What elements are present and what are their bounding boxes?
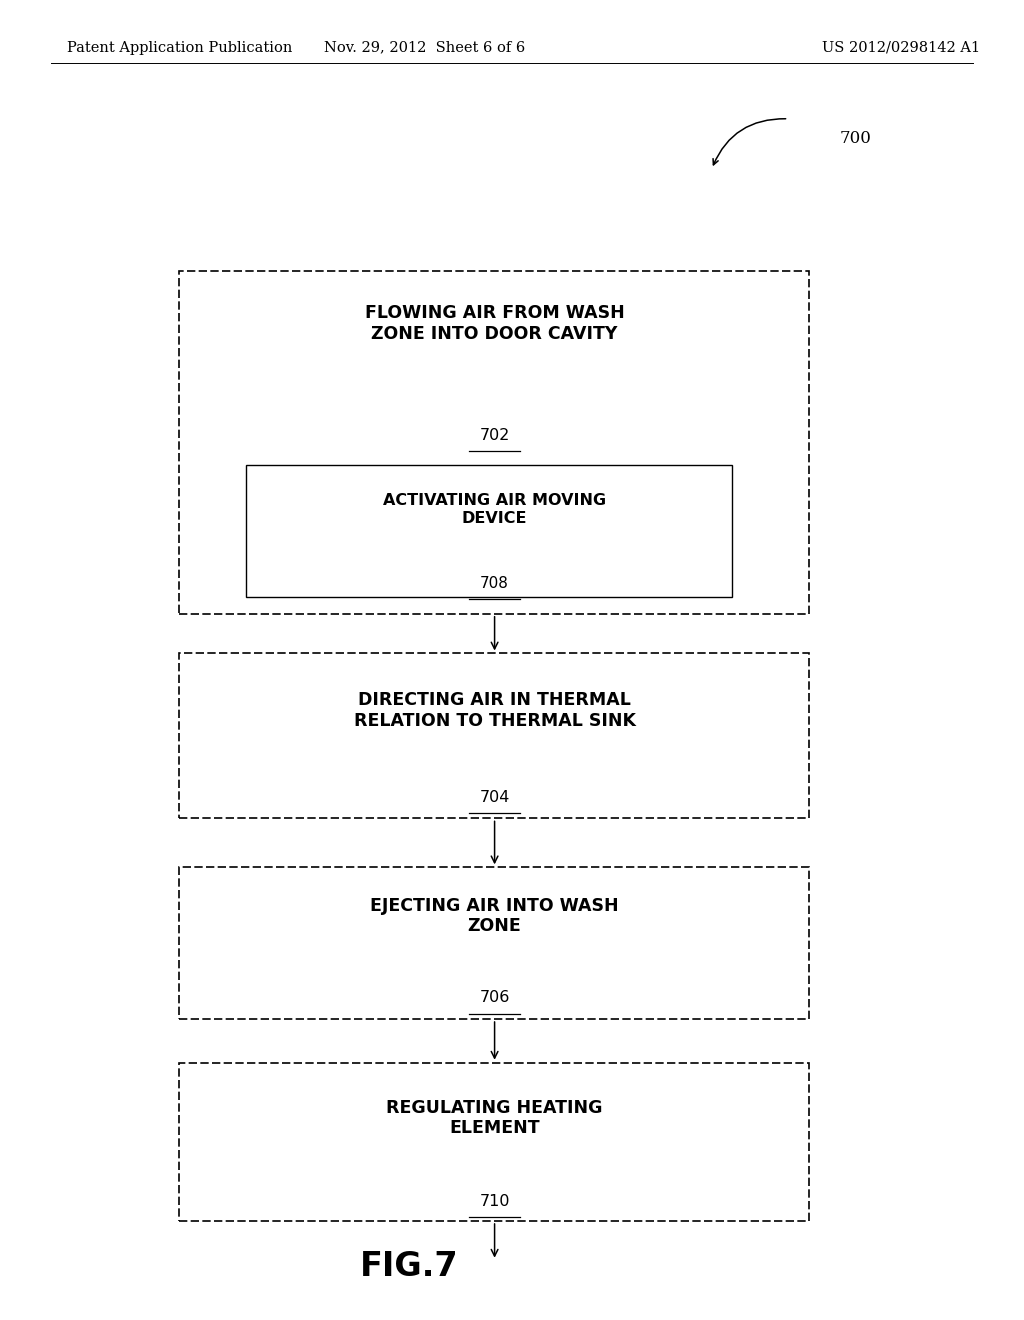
Bar [179, 867, 809, 1019]
Text: 706: 706 [479, 990, 510, 1006]
Text: Patent Application Publication: Patent Application Publication [67, 41, 292, 54]
Text: 704: 704 [479, 789, 510, 805]
Text: 700: 700 [840, 131, 871, 147]
Text: ACTIVATING AIR MOVING
DEVICE: ACTIVATING AIR MOVING DEVICE [383, 494, 606, 525]
Text: 702: 702 [479, 428, 510, 444]
Text: US 2012/0298142 A1: US 2012/0298142 A1 [822, 41, 980, 54]
Text: 710: 710 [479, 1193, 510, 1209]
Text: EJECTING AIR INTO WASH
ZONE: EJECTING AIR INTO WASH ZONE [371, 896, 618, 936]
Text: FLOWING AIR FROM WASH
ZONE INTO DOOR CAVITY: FLOWING AIR FROM WASH ZONE INTO DOOR CAV… [365, 304, 625, 343]
Bar [179, 1063, 809, 1221]
Text: REGULATING HEATING
ELEMENT: REGULATING HEATING ELEMENT [386, 1098, 603, 1138]
Bar [179, 653, 809, 818]
Text: FIG.7: FIG.7 [360, 1250, 459, 1283]
Text: 708: 708 [480, 576, 509, 591]
Bar [246, 465, 732, 597]
Text: DIRECTING AIR IN THERMAL
RELATION TO THERMAL SINK: DIRECTING AIR IN THERMAL RELATION TO THE… [353, 690, 636, 730]
Text: Nov. 29, 2012  Sheet 6 of 6: Nov. 29, 2012 Sheet 6 of 6 [325, 41, 525, 54]
Bar [179, 271, 809, 614]
